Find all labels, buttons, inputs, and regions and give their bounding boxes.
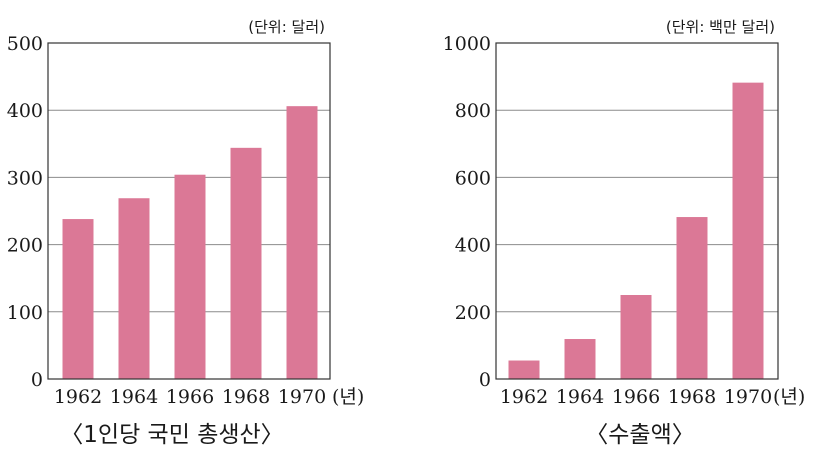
exports-x-tick-label: 1966 xyxy=(612,386,660,408)
gnp-bar-1966 xyxy=(174,174,206,379)
exports-unit-note: (단위: 백만 달러) xyxy=(666,18,775,36)
exports-bar-1962 xyxy=(508,360,540,379)
exports-y-tick-label: 400 xyxy=(455,235,491,257)
gnp-x-tick-label: 1968 xyxy=(222,386,270,408)
exports-plot-frame xyxy=(495,42,779,380)
exports-caption: 〈수출액〉 xyxy=(585,422,694,448)
gnp-bar-1970 xyxy=(286,106,318,379)
gnp-caption: 〈1인당 국민 총생산〉 xyxy=(60,422,283,448)
exports-chart: (단위: 백만 달러) 0 200 400 600 800 1000 1962 1964 196… xyxy=(443,18,806,448)
exports-x-tick-label: 1964 xyxy=(556,386,604,408)
gnp-bar-1962 xyxy=(62,219,94,379)
gnp-y-tick-label: 100 xyxy=(7,302,43,324)
gnp-plot: 0 100 200 300 400 500 1962 1964 1966 1968 1970 (년) xyxy=(7,33,365,408)
exports-y-tick-label: 800 xyxy=(455,100,491,122)
exports-bar-1966 xyxy=(620,295,652,379)
gnp-unit-note: (단위: 달러) xyxy=(248,18,325,36)
gnp-y-tick-label: 0 xyxy=(31,369,43,391)
gnp-x-tick-label: 1970 xyxy=(278,386,326,408)
exports-y-tick-label: 1000 xyxy=(443,33,491,55)
gnp-x-tick-label: 1964 xyxy=(110,386,158,408)
gnp-per-capita-chart: (단위: 달러) 0 100 200 300 400 500 1962 1964 1966 196… xyxy=(7,18,365,448)
exports-x-tick-label: 1968 xyxy=(668,386,716,408)
gnp-x-tick-label: 1966 xyxy=(166,386,214,408)
gnp-y-tick-label: 200 xyxy=(7,235,43,257)
exports-y-tick-label: 0 xyxy=(479,369,491,391)
gnp-y-tick-label: 300 xyxy=(7,167,43,189)
gnp-plot-frame xyxy=(47,42,331,380)
gnp-bar-1964 xyxy=(118,198,150,379)
gnp-x-suffix: (년) xyxy=(332,386,364,408)
exports-bar-1964 xyxy=(564,339,596,379)
exports-y-tick-label: 200 xyxy=(455,302,491,324)
exports-bar-1970 xyxy=(732,82,764,379)
gnp-y-tick-label: 500 xyxy=(7,33,43,55)
exports-plot: 0 200 400 600 800 1000 1962 1964 1966 1968 1970 (년) xyxy=(443,33,806,408)
gnp-x-tick-label: 1962 xyxy=(54,386,102,408)
gnp-y-tick-label: 400 xyxy=(7,100,43,122)
exports-x-tick-label: 1962 xyxy=(500,386,548,408)
gnp-bar-1968 xyxy=(230,147,262,379)
exports-y-tick-label: 600 xyxy=(455,167,491,189)
exports-x-tick-label: 1970 xyxy=(724,386,772,408)
exports-bar-1968 xyxy=(676,217,708,379)
exports-x-suffix: (년) xyxy=(773,386,805,408)
